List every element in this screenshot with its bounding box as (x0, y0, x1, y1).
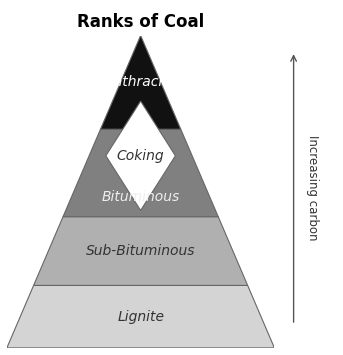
Text: Increasing carbon: Increasing carbon (306, 135, 319, 241)
Text: Sub-Bituminous: Sub-Bituminous (86, 244, 196, 258)
Polygon shape (106, 101, 175, 211)
Polygon shape (7, 285, 274, 348)
Polygon shape (63, 129, 218, 217)
Polygon shape (34, 217, 248, 285)
Text: Bituminous: Bituminous (102, 190, 180, 204)
Text: Anthracite: Anthracite (105, 75, 177, 89)
Title: Ranks of Coal: Ranks of Coal (77, 13, 204, 31)
Polygon shape (100, 36, 181, 129)
Text: Coking: Coking (117, 149, 164, 163)
Text: Lignite: Lignite (117, 310, 164, 324)
